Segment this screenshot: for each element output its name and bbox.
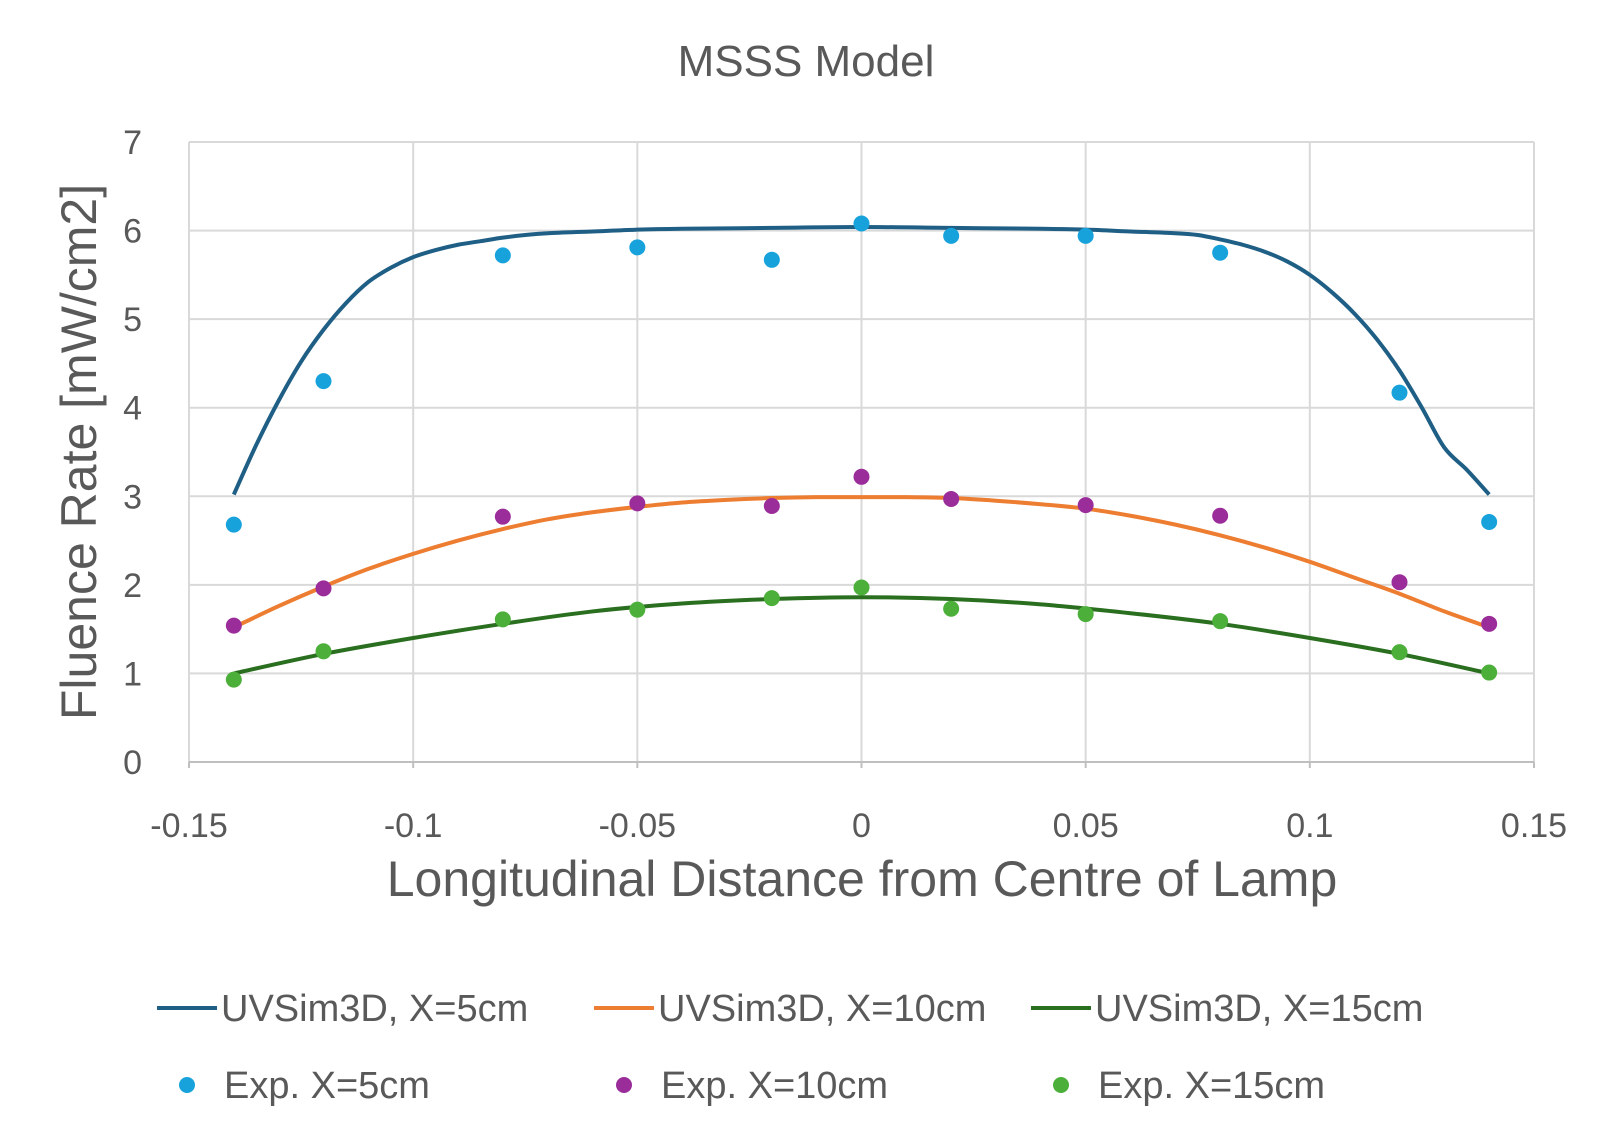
data-point-exp-x-10cm	[943, 490, 960, 507]
legend-swatch-exp-x-15cm	[1053, 1077, 1069, 1093]
legend-label-uvsim3d-x-5cm: UVSim3D, X=5cm	[221, 988, 528, 1030]
data-point-exp-x-15cm	[763, 590, 780, 607]
x-tick-label: -0.1	[384, 807, 443, 845]
legend-swatch-exp-x-10cm	[616, 1077, 632, 1093]
x-axis-title: Longitudinal Distance from Centre of Lam…	[387, 851, 1338, 907]
legend-label-uvsim3d-x-10cm: UVSim3D, X=10cm	[658, 988, 986, 1030]
data-point-exp-x-5cm	[629, 239, 646, 256]
series-line-uvsim3d-x-10cm	[232, 495, 1490, 630]
data-point-exp-x-5cm	[1391, 384, 1408, 401]
y-tick-label: 2	[123, 567, 142, 605]
series-layer	[225, 215, 1498, 688]
x-tick-label: 0.05	[1053, 807, 1119, 845]
x-tick-label: 0.1	[1286, 807, 1333, 845]
legend-label-uvsim3d-x-15cm: UVSim3D, X=15cm	[1095, 988, 1423, 1030]
data-point-exp-x-10cm	[763, 498, 780, 515]
y-tick-label: 0	[123, 744, 142, 782]
data-point-exp-x-10cm	[629, 495, 646, 512]
x-tick-label: -0.05	[599, 807, 677, 845]
data-point-exp-x-5cm	[225, 516, 242, 533]
data-point-exp-x-10cm	[494, 508, 511, 525]
y-tick-label: 3	[123, 478, 142, 516]
x-tick-label: -0.15	[150, 807, 228, 845]
legend-label-exp-x-10cm: Exp. X=10cm	[661, 1065, 888, 1107]
data-point-exp-x-10cm	[1391, 574, 1408, 591]
data-point-exp-x-15cm	[1391, 644, 1408, 661]
y-tick-label: 4	[123, 390, 142, 428]
data-point-exp-x-15cm	[629, 601, 646, 618]
data-point-exp-x-10cm	[225, 617, 242, 634]
data-point-exp-x-15cm	[225, 671, 242, 688]
data-point-exp-x-15cm	[1212, 613, 1229, 630]
data-point-exp-x-5cm	[763, 251, 780, 268]
y-tick-label: 6	[123, 213, 142, 251]
data-point-exp-x-10cm	[315, 580, 332, 597]
x-tick-label: 0	[852, 807, 871, 845]
data-point-exp-x-15cm	[1077, 606, 1094, 623]
legend-swatch-exp-x-5cm	[179, 1077, 195, 1093]
grid	[188, 141, 1535, 762]
data-point-exp-x-15cm	[1481, 664, 1498, 681]
y-tick-label: 1	[123, 655, 142, 693]
data-point-exp-x-15cm	[943, 600, 960, 617]
data-point-exp-x-10cm	[1212, 507, 1229, 524]
data-point-exp-x-10cm	[1077, 497, 1094, 514]
data-point-exp-x-5cm	[494, 247, 511, 264]
axes: 0 1 2 3 4 5 6 7 -0.15 -0.1 -0.05 0 0.05 0.1 0.15	[123, 124, 1567, 845]
y-axis-title: Fluence Rate [mW/cm2]	[51, 184, 107, 720]
legend: UVSim3D, X=5cm UVSim3D, X=10cm UVSim3D, X=…	[157, 988, 1423, 1107]
data-point-exp-x-5cm	[1481, 513, 1498, 530]
legend-label-exp-x-5cm: Exp. X=5cm	[224, 1065, 430, 1107]
data-point-exp-x-5cm	[1077, 227, 1094, 244]
y-tick-label: 5	[123, 301, 142, 339]
data-point-exp-x-15cm	[853, 579, 870, 596]
chart-title: MSSS Model	[678, 37, 935, 86]
data-point-exp-x-15cm	[315, 643, 332, 660]
data-point-exp-x-5cm	[1212, 244, 1229, 261]
data-point-exp-x-5cm	[853, 215, 870, 232]
data-point-exp-x-10cm	[853, 468, 870, 485]
data-point-exp-x-5cm	[943, 227, 960, 244]
legend-label-exp-x-15cm: Exp. X=15cm	[1098, 1065, 1325, 1107]
data-point-exp-x-15cm	[494, 611, 511, 628]
series-line-uvsim3d-x-15cm	[233, 595, 1490, 676]
x-tick-label: 0.15	[1501, 807, 1567, 845]
data-point-exp-x-5cm	[315, 373, 332, 390]
y-tick-label: 7	[123, 124, 142, 162]
data-point-exp-x-10cm	[1481, 615, 1498, 632]
